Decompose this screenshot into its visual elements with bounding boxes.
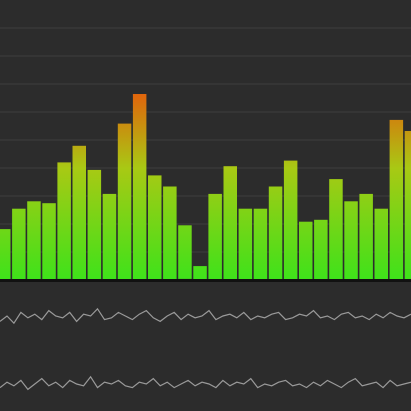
waveform-line — [0, 375, 411, 391]
spectrum-bar — [374, 208, 388, 279]
spectrum-bar — [87, 169, 102, 279]
spectrum-bar — [12, 208, 26, 279]
spectrum-bar — [102, 193, 117, 279]
spectrum-bar — [359, 193, 373, 279]
spectrum-bar — [268, 186, 283, 279]
spectrum-bar — [283, 160, 298, 279]
spectrum-bar — [42, 203, 56, 279]
spectrum-bar — [299, 221, 313, 280]
waveform-group — [0, 307, 411, 391]
spectrum-bar — [27, 201, 41, 279]
waveform-line — [0, 307, 411, 325]
spectrum-bar — [253, 208, 268, 279]
spectrum-bars — [0, 94, 411, 280]
spectrum-bar — [163, 186, 177, 279]
spectrum-bar — [193, 266, 207, 280]
spectrum-bar — [404, 131, 411, 279]
spectrum-bar — [329, 179, 343, 279]
spectrum-bar — [0, 229, 11, 280]
spectrum-bar — [389, 119, 404, 280]
spectrum-bar — [72, 145, 86, 279]
spectrum-bar — [178, 225, 192, 279]
divider-line — [0, 279, 411, 282]
spectrum-bar — [148, 175, 162, 279]
spectrum-bar — [57, 162, 71, 279]
spectrum-bar — [208, 193, 222, 279]
spectrum-bar — [132, 94, 147, 279]
spectrum-bar — [117, 123, 132, 279]
spectrum-bar — [223, 166, 237, 279]
spectrum-bar — [314, 219, 328, 279]
spectrum-bar — [344, 201, 358, 279]
spectrum-bar — [238, 208, 253, 279]
